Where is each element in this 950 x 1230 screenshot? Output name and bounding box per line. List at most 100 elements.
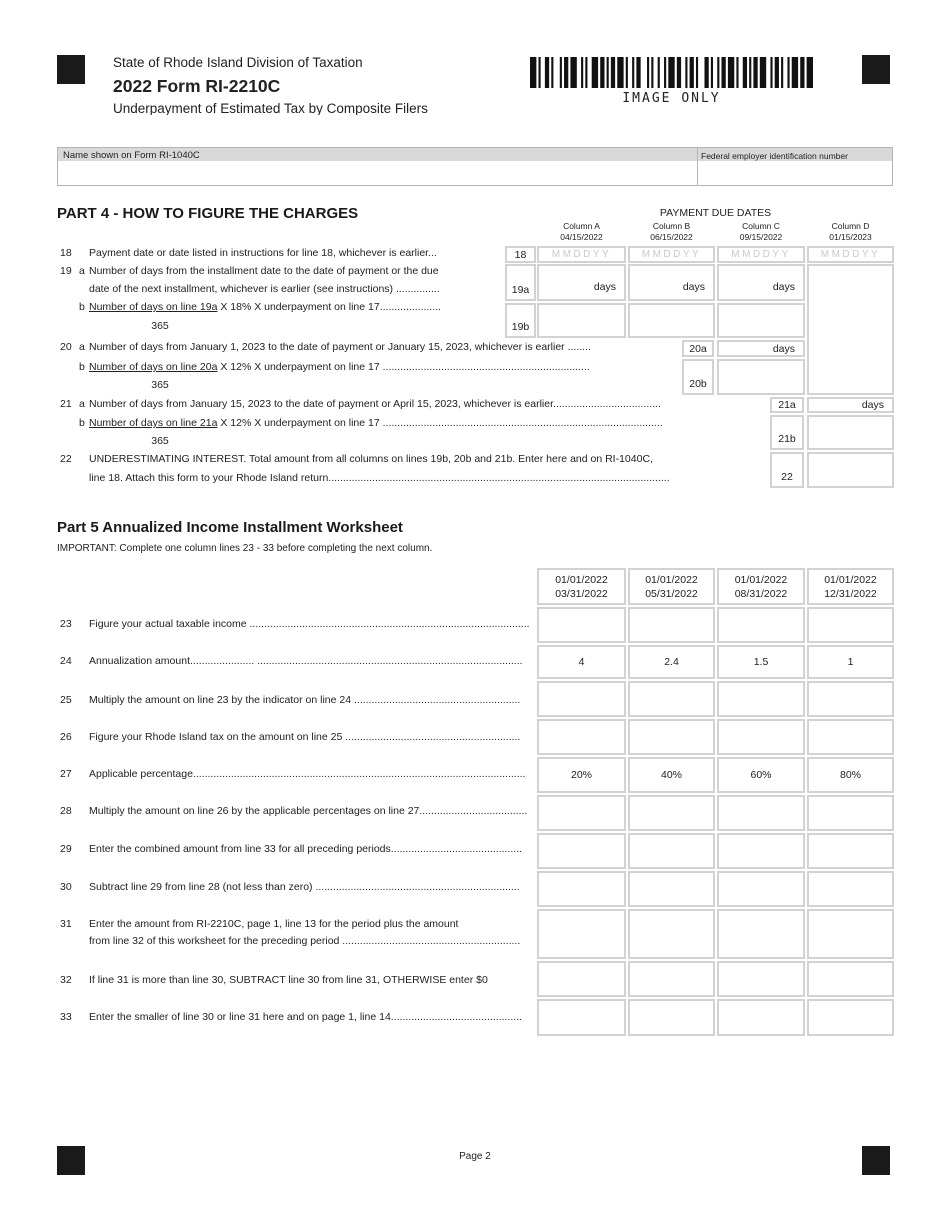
barcode [530, 57, 813, 88]
cell-32-col-c[interactable] [717, 961, 805, 997]
cell-27-col-c[interactable]: 60% [717, 757, 805, 793]
cell-21a-col-d[interactable]: days [807, 397, 894, 413]
cell-24-col-b[interactable]: 2.4 [628, 645, 715, 679]
period-header-b: 01/01/2022 05/31/2022 [628, 568, 715, 605]
cell-31-col-b[interactable] [628, 909, 715, 959]
cell-24-col-d[interactable]: 1 [807, 645, 894, 679]
line-22-box: 22 [770, 452, 804, 488]
cell-19b-col-b[interactable] [628, 303, 715, 338]
cell-32-col-d[interactable] [807, 961, 894, 997]
cell-24-col-a[interactable]: 4 [537, 645, 626, 679]
cell-28-col-c[interactable] [717, 795, 805, 831]
line-30-label: 30 Subtract line 29 from line 28 (not les… [60, 881, 520, 893]
line-23-label: 23 Figure your actual taxable income ....… [60, 618, 530, 630]
name-label: Name shown on Form RI-1040C [63, 150, 200, 161]
line-29-label: 29 Enter the combined amount from line 33… [60, 843, 523, 855]
cell-29-col-b[interactable] [628, 833, 715, 869]
line-18-box: 18 [505, 246, 536, 263]
line-20a-label: 20 a Number of days from January 1, 2023 t… [60, 341, 591, 353]
line-32-label: 32 If line 31 is more than line 30, SUBTR… [60, 974, 488, 986]
cell-18-col-b[interactable]: MMDDYY [628, 246, 715, 263]
cell-27-col-b[interactable]: 40% [628, 757, 715, 793]
cell-27-col-d[interactable]: 80% [807, 757, 894, 793]
cell-col-d-merged [807, 264, 894, 395]
cell-24-col-c[interactable]: 1.5 [717, 645, 805, 679]
line-20a-box: 20a [682, 340, 714, 357]
agency-name: State of Rhode Island Division of Taxati… [113, 56, 363, 69]
line-19b-label: b Number of days on line 19a X 18% X unde… [79, 301, 441, 313]
cell-27-col-a[interactable]: 20% [537, 757, 626, 793]
cell-31-col-d[interactable] [807, 909, 894, 959]
fein-input[interactable] [701, 165, 886, 183]
cell-25-col-c[interactable] [717, 681, 805, 717]
cell-19b-col-c[interactable] [717, 303, 805, 338]
line-25-label: 25 Multiply the amount on line 23 by the … [60, 694, 521, 706]
line-21b-label: b Number of days on line 21a X 12% X unde… [79, 417, 663, 429]
line-19a-label-2: date of the next installment, whichever … [89, 283, 440, 295]
registration-mark [57, 1146, 85, 1175]
line-22-label-2: line 18. Attach this form to your Rhode … [89, 472, 670, 484]
cell-19a-col-c[interactable]: days [717, 264, 805, 301]
line-20b-denominator: 365 [151, 379, 169, 391]
cell-33-col-b[interactable] [628, 999, 715, 1036]
cell-29-col-a[interactable] [537, 833, 626, 869]
cell-19a-col-a[interactable]: days [537, 264, 626, 301]
cell-30-col-d[interactable] [807, 871, 894, 907]
registration-mark [862, 55, 890, 84]
part4-title: PART 4 - HOW TO FIGURE THE CHARGES [57, 205, 359, 222]
page-number: Page 2 [459, 1151, 491, 1162]
cell-26-col-b[interactable] [628, 719, 715, 755]
cell-26-col-c[interactable] [717, 719, 805, 755]
cell-31-col-c[interactable] [717, 909, 805, 959]
cell-32-col-a[interactable] [537, 961, 626, 997]
cell-32-col-b[interactable] [628, 961, 715, 997]
cell-28-col-b[interactable] [628, 795, 715, 831]
cell-18-col-d[interactable]: MMDDYY [807, 246, 894, 263]
cell-33-col-c[interactable] [717, 999, 805, 1036]
cell-30-col-c[interactable] [717, 871, 805, 907]
line-22-label: 22 UNDERESTIMATING INTEREST. Total amount… [60, 453, 653, 465]
cell-33-col-d[interactable] [807, 999, 894, 1036]
column-c-header: Column C 09/15/2022 [739, 221, 783, 242]
payment-due-dates-label: PAYMENT DUE DATES [659, 207, 772, 219]
part5-title: Part 5 Annualized Income Installment Wor… [57, 519, 403, 536]
line-21b-box: 21b [770, 415, 804, 450]
cell-26-col-d[interactable] [807, 719, 894, 755]
cell-26-col-a[interactable] [537, 719, 626, 755]
line-19a-box: 19a [505, 264, 536, 301]
name-input[interactable] [63, 165, 683, 183]
cell-30-col-a[interactable] [537, 871, 626, 907]
cell-20b-col-c[interactable] [717, 359, 805, 395]
line-26-label: 26 Figure your Rhode Island tax on the am… [60, 731, 521, 743]
cell-18-col-c[interactable]: MMDDYY [717, 246, 805, 263]
cell-20a-col-c[interactable]: days [717, 340, 805, 357]
cell-19b-col-a[interactable] [537, 303, 626, 338]
cell-28-col-a[interactable] [537, 795, 626, 831]
cell-23-col-b[interactable] [628, 607, 715, 643]
line-19b-box: 19b [505, 303, 536, 338]
period-header-c: 01/01/2022 08/31/2022 [717, 568, 805, 605]
cell-22-col-d[interactable] [807, 452, 894, 488]
cell-23-col-d[interactable] [807, 607, 894, 643]
cell-25-col-b[interactable] [628, 681, 715, 717]
cell-31-col-a[interactable] [537, 909, 626, 959]
line-21a-label: 21 a Number of days from January 15, 2023 … [60, 398, 661, 410]
period-header-a: 01/01/2022 03/31/2022 [537, 568, 626, 605]
cell-21b-col-d[interactable] [807, 415, 894, 450]
cell-25-col-d[interactable] [807, 681, 894, 717]
line-33-label: 33 Enter the smaller of line 30 or line 3… [60, 1011, 523, 1023]
cell-33-col-a[interactable] [537, 999, 626, 1036]
line-28-label: 28 Multiply the amount on line 26 by the … [60, 805, 528, 817]
line-24-label: 24 Annualization amount..................… [60, 655, 523, 667]
cell-29-col-d[interactable] [807, 833, 894, 869]
period-header-d: 01/01/2022 12/31/2022 [807, 568, 894, 605]
cell-23-col-a[interactable] [537, 607, 626, 643]
cell-25-col-a[interactable] [537, 681, 626, 717]
cell-19a-col-b[interactable]: days [628, 264, 715, 301]
cell-29-col-c[interactable] [717, 833, 805, 869]
cell-23-col-c[interactable] [717, 607, 805, 643]
form-title: 2022 Form RI-2210C [113, 76, 281, 96]
cell-28-col-d[interactable] [807, 795, 894, 831]
cell-18-col-a[interactable]: MMDDYY [537, 246, 626, 263]
cell-30-col-b[interactable] [628, 871, 715, 907]
